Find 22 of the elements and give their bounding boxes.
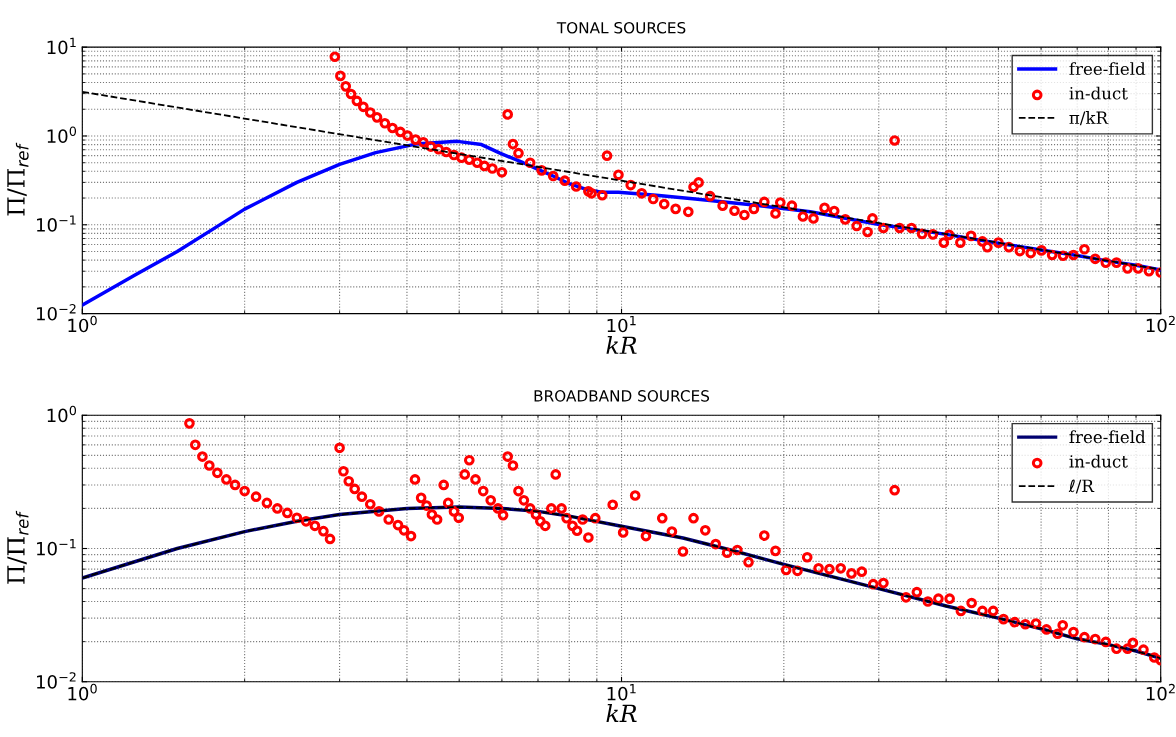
legend-label: ℓ/R [1068, 479, 1095, 494]
x-axis-title: kR [606, 704, 637, 722]
y-tick-label: 10$^{0}$ [47, 405, 77, 423]
x-axis-title: kR [606, 335, 637, 354]
legend-label: π/kR [1069, 111, 1109, 126]
legend-label: in-duct [1069, 454, 1128, 468]
x-tick-label: 10$^{1}$ [607, 684, 636, 701]
legend-label: in-duct [1069, 86, 1128, 100]
y-axis-title: Π/Π$_{ref}$ [7, 142, 29, 216]
legend-label: free-field [1069, 62, 1146, 76]
y-tick-label: 10$^{−1}$ [37, 215, 76, 232]
x-tick-label: 10$^{2}$ [1146, 683, 1175, 701]
chart-title: TONAL SOURCES [556, 21, 686, 34]
x-tick-label: 10$^{0}$ [68, 683, 97, 701]
y-tick-label: 10$^{0}$ [47, 126, 77, 143]
y-axis-title: Π/Π$_{ref}$ [7, 510, 29, 584]
chart-title: BROADBAND SOURCES [534, 390, 710, 402]
legend-label: free-field [1069, 430, 1146, 444]
x-tick-label: 10$^{2}$ [1146, 315, 1175, 333]
y-tick-label: 10$^{−1}$ [37, 539, 76, 556]
y-tick-label: 10$^{1}$ [47, 37, 76, 55]
x-tick-label: 10$^{1}$ [607, 315, 636, 333]
